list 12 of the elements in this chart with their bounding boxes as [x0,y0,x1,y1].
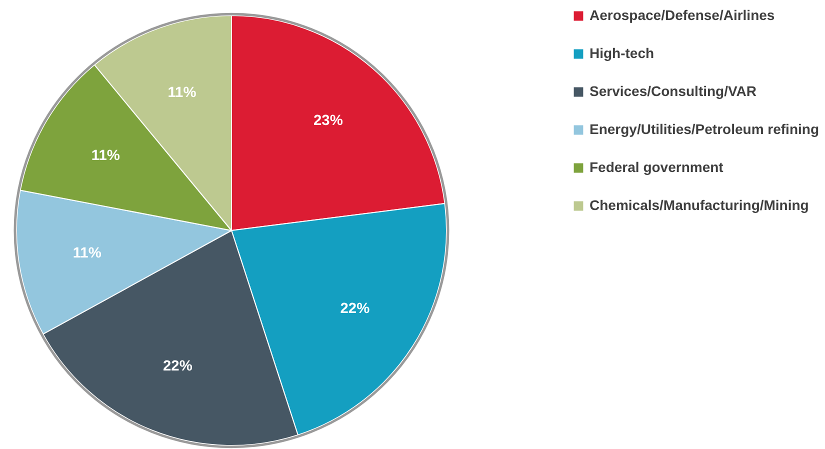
legend-label: High-tech [590,44,654,62]
legend-label: Aerospace/Defense/Airlines [590,6,775,24]
data-label: 23% [314,112,343,129]
legend-label: Services/Consulting/VAR [590,82,757,100]
data-label: 11% [168,84,196,101]
data-label: 22% [340,300,370,317]
data-label: 11% [91,148,120,164]
legend-label: Federal government [590,158,724,176]
data-label: 11% [72,245,102,262]
legend-label: Energy/Utilities/Petroleum refining [590,120,819,138]
legend-label: Chemicals/Manufacturing/Mining [590,196,809,214]
data-label: 22% [163,358,192,374]
